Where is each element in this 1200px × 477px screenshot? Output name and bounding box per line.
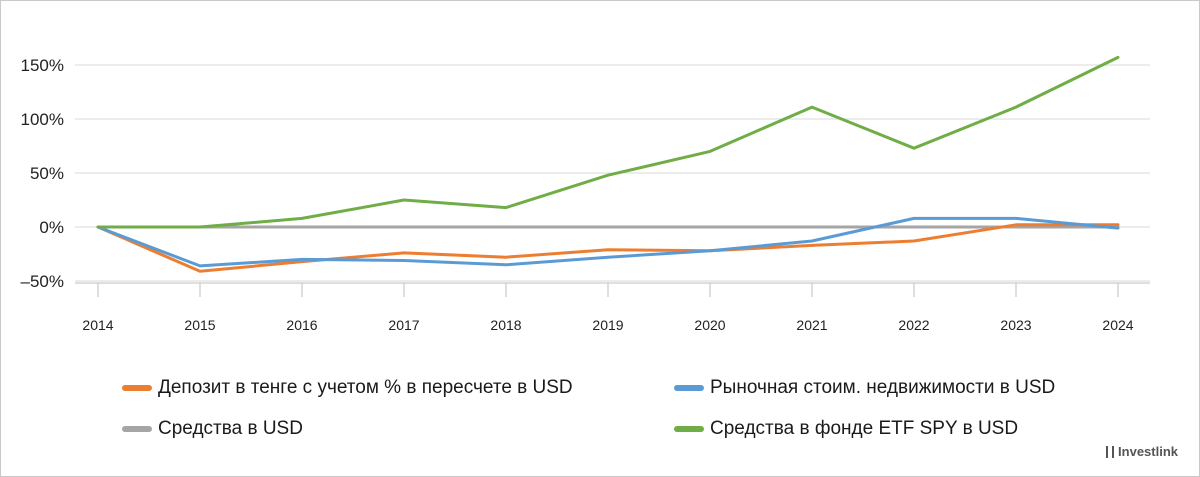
series-lines — [96, 55, 1120, 273]
x-tick-label: 2019 — [592, 317, 623, 333]
x-tick-label: 2021 — [796, 317, 827, 333]
legend-swatch-usd — [122, 426, 152, 432]
x-tick-label: 2015 — [184, 317, 215, 333]
legend-swatch-spy — [674, 426, 704, 432]
brand-mark-icon — [1106, 445, 1115, 458]
x-tick-label: 2020 — [694, 317, 725, 333]
brand-name: Investlink — [1118, 444, 1178, 459]
x-tick-label: 2022 — [898, 317, 929, 333]
x-tick-label: 2023 — [1000, 317, 1031, 333]
x-tick-label: 2017 — [388, 317, 419, 333]
series-line — [96, 216, 1120, 268]
legend-label-usd: Средства в USD — [158, 418, 303, 439]
series-line — [96, 55, 1120, 229]
x-tick-label: 2024 — [1102, 317, 1133, 333]
y-tick-label: 150% — [21, 56, 64, 75]
y-tick-label: –50% — [21, 272, 64, 291]
legend-item-usd: Средства в USD — [122, 418, 303, 440]
series-line — [96, 223, 1120, 273]
legend-label-real-estate: Рыночная стоим. недвижимости в USD — [710, 377, 1056, 398]
legend-swatch-real-estate — [674, 385, 704, 391]
y-tick-label: 50% — [30, 164, 64, 183]
legend-item-real-estate: Рыночная стоим. недвижимости в USD — [674, 377, 1055, 399]
y-tick-label: 0% — [39, 218, 64, 237]
brand-logo: Investlink — [1106, 444, 1178, 459]
legend-swatch-deposit — [122, 385, 152, 391]
x-tick-label: 2016 — [286, 317, 317, 333]
legend-item-deposit: Депозит в тенге с учетом % в пересчете в… — [122, 377, 573, 399]
x-tick-label: 2014 — [82, 317, 113, 333]
legend-item-spy: Средства в фонде ETF SPY в USD — [674, 418, 1018, 440]
legend-label-deposit: Депозит в тенге с учетом % в пересчете в… — [158, 377, 573, 398]
x-tick-label: 2018 — [490, 317, 521, 333]
line-chart: 150%100%50%0%–50% 2014 2015 2016 2017 2018 20… — [21, 55, 1150, 333]
legend-label-spy: Средства в фонде ETF SPY в USD — [710, 418, 1019, 439]
y-axis-ticks: 150% 100% 50% 0% –50% — [21, 56, 64, 291]
x-axis: 2014 2015 2016 2017 2018 2019 2020 2021 2022 2023… — [75, 282, 1150, 333]
y-tick-label: 100% — [21, 110, 64, 129]
